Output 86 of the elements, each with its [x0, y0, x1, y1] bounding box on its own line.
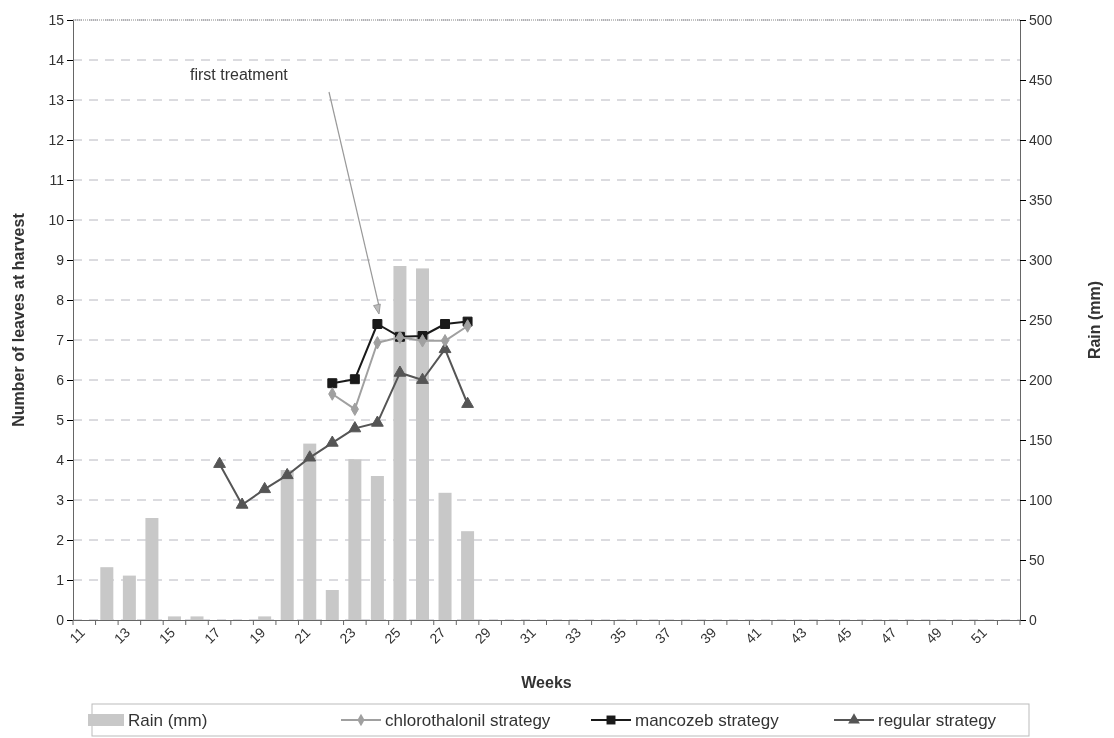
y-tick-label: 1	[56, 571, 65, 588]
y2-tick-label: 150	[1029, 431, 1053, 448]
x-tick-label: 25	[381, 624, 404, 647]
x-tick-label: 27	[426, 624, 449, 647]
y-tick-label: 5	[56, 411, 65, 428]
point	[393, 365, 407, 377]
legend-label: mancozeb strategy	[635, 711, 780, 730]
y2-tick-label: 50	[1029, 551, 1045, 568]
legend-label: regular strategy	[878, 711, 997, 730]
y2-tick-label: 0	[1029, 611, 1037, 628]
y2-tick-label: 350	[1029, 191, 1053, 208]
point	[349, 374, 360, 385]
bar	[348, 459, 362, 620]
point	[325, 435, 339, 447]
x-tick-label: 19	[246, 624, 269, 647]
x-tick-label: 29	[471, 624, 494, 647]
bar	[370, 476, 384, 620]
point	[416, 372, 429, 384]
y2-tick-label: 400	[1029, 131, 1053, 148]
y-tick-label: 12	[48, 131, 65, 148]
point	[327, 378, 338, 389]
x-tick-label: 33	[561, 624, 585, 647]
y-axis-title: Number of leaves at harvest	[10, 212, 27, 427]
y2-tick-label: 100	[1029, 491, 1053, 508]
bar	[280, 470, 294, 620]
y2-tick-label: 450	[1029, 71, 1053, 88]
x-tick-label: 45	[832, 624, 855, 647]
x-tick-label: 49	[922, 624, 945, 647]
x-tick-label: 37	[651, 624, 675, 647]
y-tick-label: 7	[56, 331, 65, 348]
point	[213, 456, 226, 468]
bar	[438, 492, 452, 620]
x-tick-label: 39	[696, 624, 720, 647]
point	[258, 481, 272, 494]
y-tick-label: 9	[56, 251, 65, 268]
x-tick-label: 41	[742, 624, 765, 647]
x-tick-label: 35	[606, 624, 630, 647]
point	[461, 396, 474, 408]
y-tick-label: 14	[48, 51, 65, 68]
point	[371, 415, 384, 427]
point	[235, 497, 249, 509]
x-tick-label: 13	[110, 624, 134, 647]
bar	[167, 616, 181, 620]
y-tick-label: 8	[56, 291, 65, 308]
y-tick-label: 15	[48, 11, 65, 28]
x-tick-label: 31	[516, 624, 540, 647]
bar	[415, 268, 429, 620]
y-tick-label: 4	[56, 451, 65, 468]
annotation: first treatment	[190, 66, 289, 83]
point	[303, 450, 317, 462]
y2-tick-label: 300	[1029, 251, 1053, 268]
x-axis-title: Weeks	[521, 674, 572, 691]
y-tick-label: 6	[56, 371, 65, 388]
bar	[325, 590, 339, 620]
y2-tick-label: 500	[1029, 11, 1053, 28]
y-tick-label: 10	[48, 211, 65, 228]
bar	[393, 266, 407, 620]
x-tick-label: 15	[155, 624, 179, 647]
x-tick-label: 43	[787, 624, 810, 647]
bar	[190, 616, 204, 620]
y-tick-label: 2	[56, 531, 65, 548]
y2-tick-label: 250	[1029, 311, 1053, 328]
point	[440, 319, 451, 329]
bar	[145, 518, 159, 620]
point	[440, 334, 450, 348]
y-tick-label: 13	[48, 91, 65, 108]
point	[280, 467, 294, 480]
y-tick-label: 0	[56, 611, 65, 628]
bar	[258, 616, 272, 620]
bar	[100, 567, 114, 620]
y2-tick-label: 200	[1029, 371, 1053, 388]
x-tick-label: 47	[877, 624, 900, 647]
legend-label: chlorothalonil strategy	[385, 711, 551, 730]
legend-label: Rain (mm)	[128, 711, 208, 730]
y-tick-label: 11	[49, 171, 65, 188]
point	[348, 421, 362, 433]
y2-axis-title: Rain (mm)	[1086, 280, 1103, 360]
y-tick-label: 3	[56, 491, 65, 508]
point	[372, 319, 383, 329]
x-tick-label: 51	[967, 624, 991, 647]
x-tick-label: 21	[291, 624, 314, 647]
bar	[303, 443, 317, 620]
bar	[122, 575, 136, 620]
x-tick-label: 23	[336, 624, 359, 647]
x-tick-label: 17	[200, 624, 224, 647]
bar	[461, 531, 475, 620]
